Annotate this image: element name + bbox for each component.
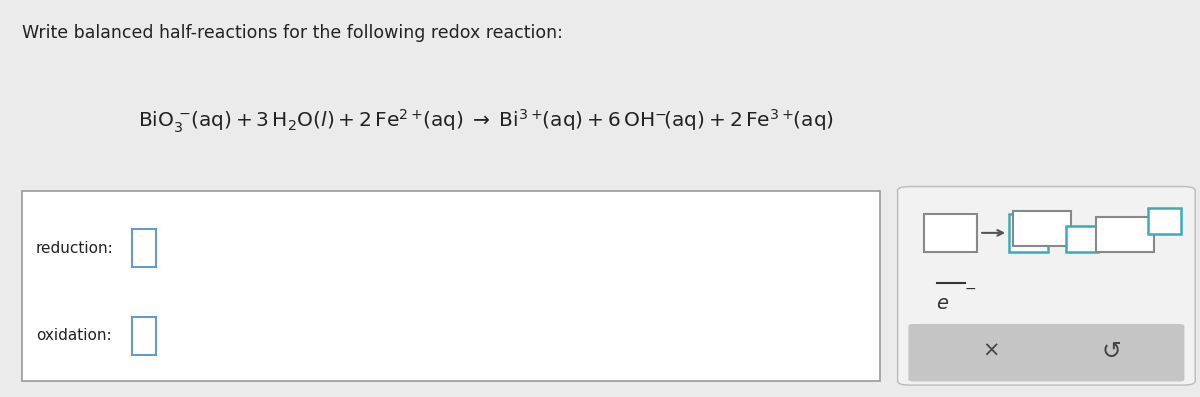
FancyBboxPatch shape (924, 214, 977, 252)
FancyBboxPatch shape (1148, 208, 1181, 234)
FancyBboxPatch shape (1009, 214, 1048, 252)
Text: oxidation:: oxidation: (36, 328, 112, 343)
Text: Write balanced half-reactions for the following redox reaction:: Write balanced half-reactions for the fo… (22, 24, 563, 42)
FancyBboxPatch shape (132, 229, 156, 267)
FancyBboxPatch shape (132, 317, 156, 355)
Text: reduction:: reduction: (36, 241, 114, 256)
Text: $e$: $e$ (936, 294, 949, 313)
FancyBboxPatch shape (1066, 226, 1098, 252)
FancyBboxPatch shape (1013, 211, 1070, 246)
FancyBboxPatch shape (22, 191, 880, 381)
FancyBboxPatch shape (1096, 217, 1153, 252)
Text: $-$: $-$ (964, 281, 976, 295)
Text: ↺: ↺ (1102, 339, 1121, 363)
Text: $\mathrm{BiO_3^{\,−}\!(aq)+3\,H_2O(\mathit{l})+2\,Fe^{2+}\!(aq)}$$\;\rightarrow\: $\mathrm{BiO_3^{\,−}\!(aq)+3\,H_2O(\math… (138, 107, 834, 135)
FancyBboxPatch shape (898, 187, 1195, 385)
Text: ×: × (983, 341, 1000, 361)
FancyBboxPatch shape (908, 324, 1184, 382)
